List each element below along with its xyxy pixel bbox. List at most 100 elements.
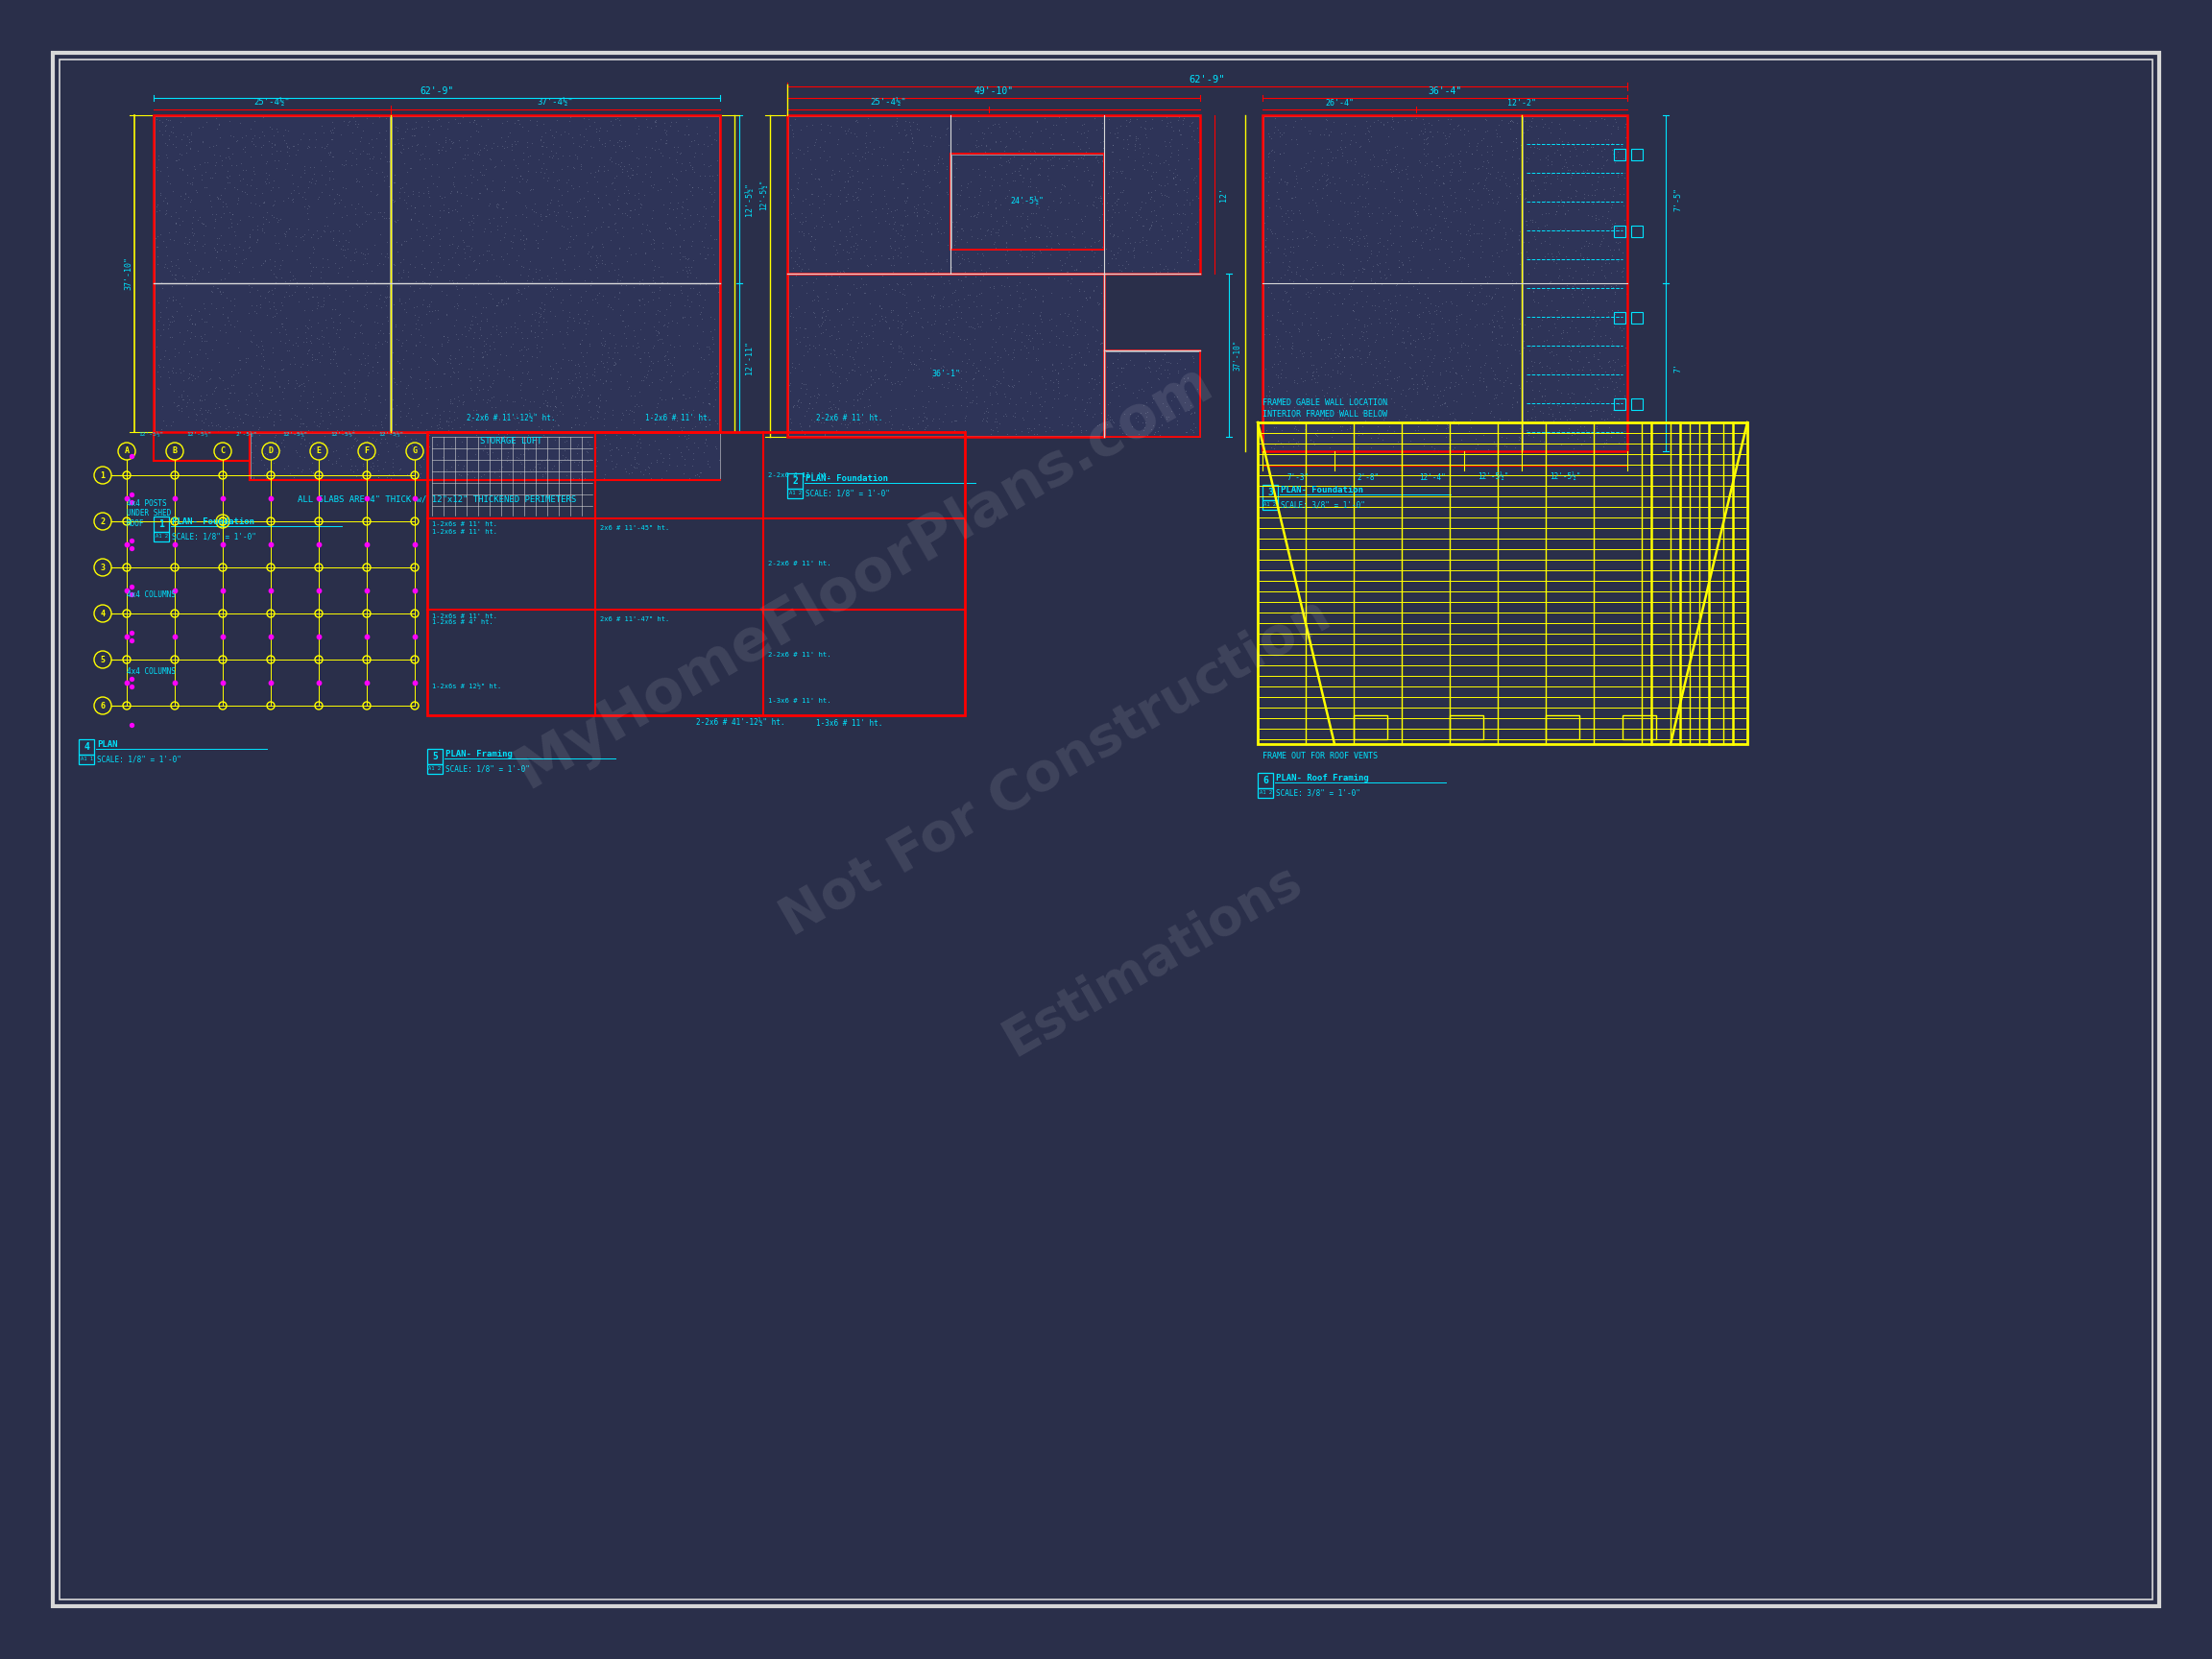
Point [489,428,524,455]
Point [1013,416,1048,443]
Point [807,382,843,408]
Point [889,317,925,343]
Point [960,211,995,237]
Point [210,164,246,191]
Point [555,226,591,252]
Point [562,186,597,212]
Point [314,397,349,423]
Point [303,400,338,426]
Point [1327,343,1363,370]
Point [1573,275,1608,302]
Point [1553,333,1588,360]
Point [1540,166,1575,192]
Point [398,108,434,134]
Point [1409,284,1444,310]
Point [336,105,372,131]
Point [1128,231,1164,257]
Point [1367,295,1402,322]
Point [1604,353,1639,380]
Point [303,264,338,290]
Point [1307,161,1343,187]
Point [451,109,487,136]
Point [1133,149,1168,176]
Point [458,118,493,144]
Point [619,144,655,171]
Point [639,178,675,204]
Point [524,141,560,168]
Point [1155,226,1190,252]
Point [836,232,872,259]
Point [695,325,730,352]
Point [378,430,414,456]
Point [480,322,515,348]
Point [803,362,838,388]
Point [867,176,902,202]
Point [1175,416,1210,443]
Point [1502,239,1537,265]
Point [1048,105,1084,131]
Point [192,365,228,392]
Point [905,166,940,192]
Point [1475,189,1511,216]
Point [1250,418,1285,445]
Point [407,360,442,387]
Point [1252,393,1287,420]
Point [1011,362,1046,388]
Point [1566,408,1601,435]
Point [507,309,542,335]
Point [812,144,847,171]
Point [465,436,500,463]
Point [841,186,876,212]
Point [1312,324,1347,350]
Point [666,397,701,423]
Point [580,350,615,377]
Point [422,372,458,398]
Point [681,358,717,385]
Point [549,428,584,455]
Point [1250,143,1285,169]
Point [1369,139,1405,166]
Point [1082,184,1117,211]
Point [1040,153,1075,179]
Point [431,199,467,226]
Point [334,274,369,300]
Point [956,144,991,171]
Point [1389,284,1425,310]
Point [566,131,602,158]
Point [1486,214,1522,241]
Point [1321,211,1356,237]
Point [823,295,858,322]
Point [303,403,338,430]
Point [1175,154,1210,181]
Point [1343,345,1378,372]
Point [1367,405,1402,431]
Point [1599,161,1635,187]
Point [1544,168,1579,194]
Point [624,367,659,393]
Point [500,242,535,269]
Point [613,466,648,493]
Point [1429,357,1464,383]
Point [1405,370,1440,397]
Point [1055,403,1091,430]
Point [991,227,1026,254]
Point [1079,154,1115,181]
Point [389,430,425,456]
Point [1060,315,1095,342]
Point [553,415,588,441]
Point [237,182,272,209]
Point [420,395,456,421]
Point [341,111,376,138]
Point [425,252,460,279]
Point [409,400,445,426]
Point [223,149,259,176]
Point [504,252,540,279]
Point [858,246,894,272]
Point [1270,169,1305,196]
Point [1354,199,1389,226]
Point [1498,126,1533,153]
Point [1084,279,1119,305]
Point [940,267,975,294]
Point [699,269,734,295]
Point [526,400,562,426]
